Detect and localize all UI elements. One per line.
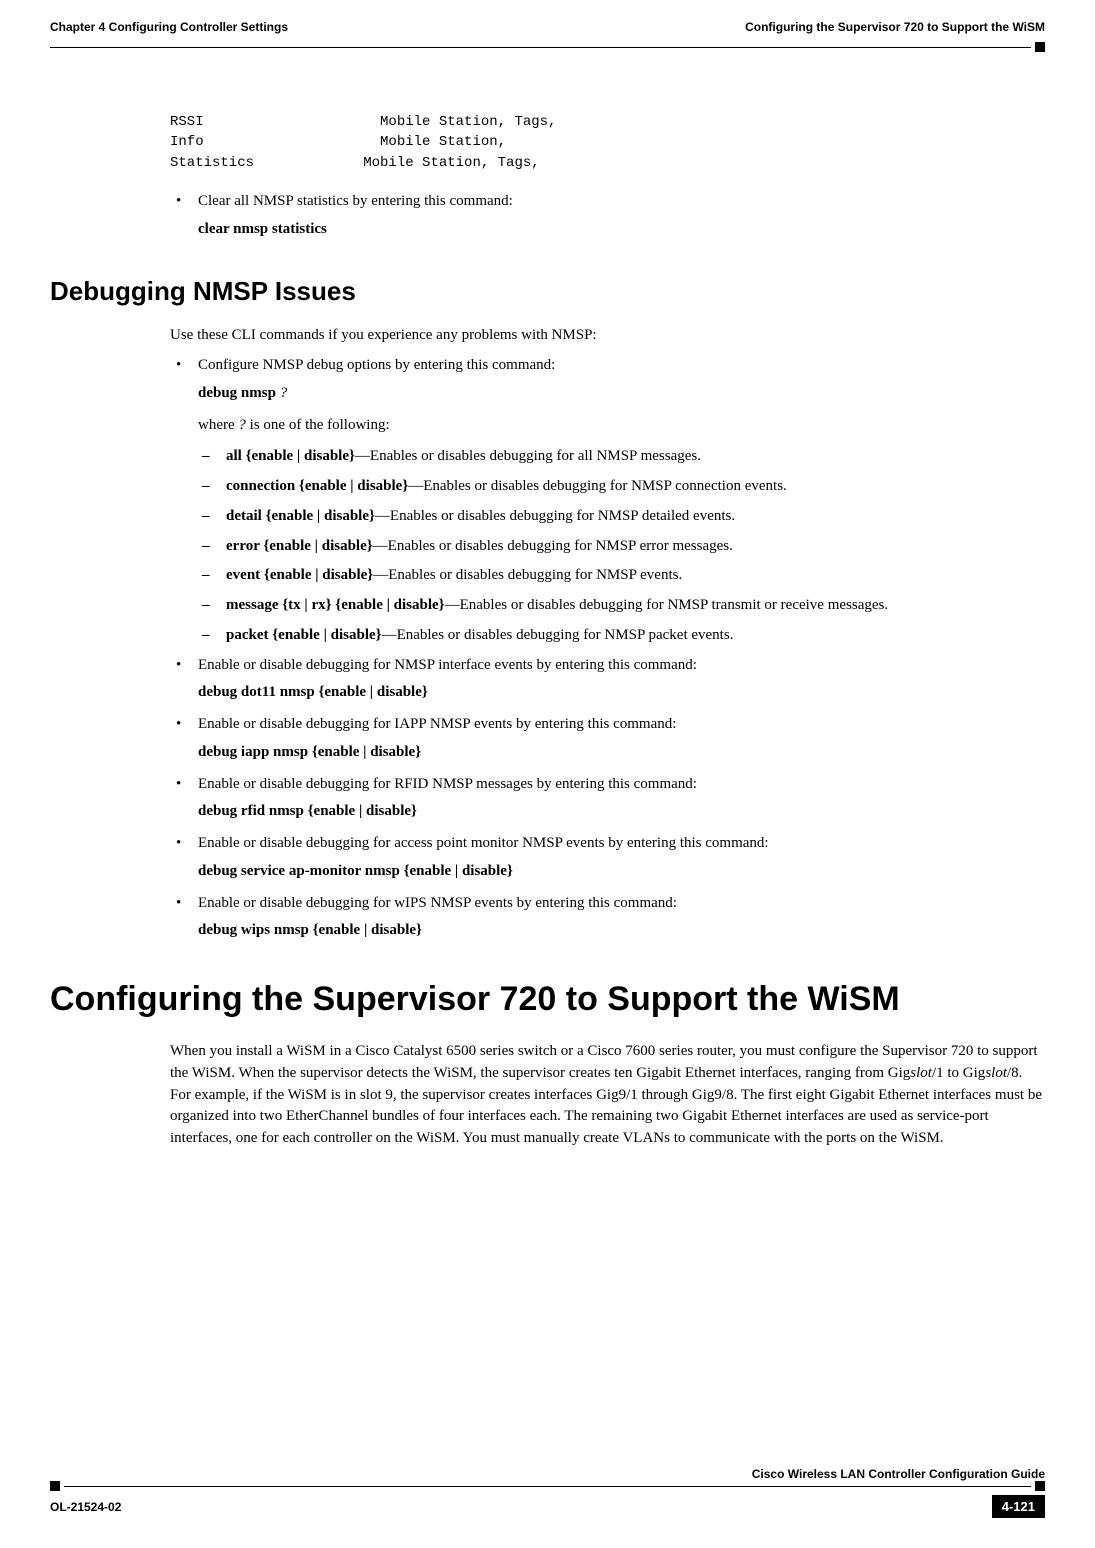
bullet-rfid: Enable or disable debugging for RFID NMS… [170, 774, 1045, 824]
bullet-text: Enable or disable debugging for access p… [198, 835, 769, 851]
opt-desc: —Enables or disables debugging for NMSP … [373, 567, 682, 583]
debug-section-content: Use these CLI commands if you experience… [170, 325, 1045, 942]
opt-desc: —Enables or disables debugging for NMSP … [382, 627, 734, 643]
opt-name: detail [226, 508, 262, 524]
sub-bullet-packet: packet {enable | disable}—Enables or dis… [170, 625, 1045, 647]
bullet-wips: Enable or disable debugging for wIPS NMS… [170, 893, 1045, 943]
footer-square-icon [50, 1481, 60, 1491]
opt-name: event [226, 567, 260, 583]
header-section: Configuring the Supervisor 720 to Suppor… [745, 20, 1045, 34]
footer-ol-number: OL-21524-02 [50, 1500, 121, 1514]
opt-opts: {enable | disable} [242, 448, 355, 464]
footer-line [64, 1486, 1031, 1487]
sub-bullet-detail: detail {enable | disable}—Enables or dis… [170, 506, 1045, 528]
page-content: RSSI Mobile Station, Tags, Info Mobile S… [170, 112, 1045, 240]
slot-italic: slot [985, 1065, 1007, 1081]
where-post: is one of the following: [246, 417, 390, 433]
command-opts: {enable | disable} [404, 863, 513, 879]
opt-desc: —Enables or disables debugging for all N… [355, 448, 701, 464]
footer-guide-title: Cisco Wireless LAN Controller Configurat… [752, 1467, 1045, 1481]
opt-desc: —Enables or disables debugging for NMSP … [445, 597, 889, 613]
opt-desc: —Enables or disables debugging for NMSP … [408, 478, 787, 494]
command-opts: {enable | disable} [318, 684, 427, 700]
header-square-icon [1035, 42, 1045, 52]
opt-opts: {enable | disable} [332, 597, 445, 613]
bullet-text: Enable or disable debugging for wIPS NMS… [198, 895, 677, 911]
header-rule [50, 42, 1045, 52]
opt-desc: —Enables or disables debugging for NMSP … [375, 508, 735, 524]
bullet-iapp: Enable or disable debugging for IAPP NMS… [170, 714, 1045, 764]
opt-name: connection [226, 478, 295, 494]
sub-bullet-error: error {enable | disable}—Enables or disa… [170, 536, 1045, 558]
bullet-clear-stats: Clear all NMSP statistics by entering th… [170, 191, 1045, 241]
supervisor-paragraph: When you install a WiSM in a Cisco Catal… [170, 1041, 1045, 1150]
page-header: Chapter 4 Configuring Controller Setting… [50, 20, 1045, 34]
sub-bullet-all: all {enable | disable}—Enables or disabl… [170, 446, 1045, 468]
bullet-text: Enable or disable debugging for RFID NMS… [198, 776, 697, 792]
opt-name: message [226, 597, 279, 613]
intro-text: Use these CLI commands if you experience… [170, 325, 1045, 347]
where-q: ? [238, 417, 246, 433]
opt-opts: {enable | disable} [262, 508, 375, 524]
bullet-ap-monitor: Enable or disable debugging for access p… [170, 833, 1045, 883]
sub-bullet-event: event {enable | disable}—Enables or disa… [170, 565, 1045, 587]
section-heading-supervisor: Configuring the Supervisor 720 to Suppor… [50, 980, 1045, 1019]
command-text: debug iapp nmsp [198, 744, 312, 760]
page-footer: Cisco Wireless LAN Controller Configurat… [50, 1467, 1045, 1518]
opt-opts: {enable | disable} [269, 627, 382, 643]
bullet-text: Clear all NMSP statistics by entering th… [198, 193, 513, 209]
command-text: debug service ap-monitor nmsp [198, 863, 404, 879]
bullet-text: Configure NMSP debug options by entering… [198, 357, 555, 373]
command-opts: {enable | disable} [312, 744, 421, 760]
sub-bullet-connection: connection {enable | disable}—Enables or… [170, 476, 1045, 498]
page-number: 4-121 [992, 1495, 1045, 1518]
opt-name: packet [226, 627, 269, 643]
command-opts: {enable | disable} [313, 922, 422, 938]
opt-name: error [226, 538, 260, 554]
opt-name: all [226, 448, 242, 464]
command-arg: ? [280, 385, 288, 401]
para-mid: /1 to Gig [932, 1065, 985, 1081]
opt-txrx: {tx | rx} [279, 597, 332, 613]
code-output: RSSI Mobile Station, Tags, Info Mobile S… [170, 112, 1045, 173]
command-text: debug rfid nmsp [198, 803, 308, 819]
supervisor-section-content: When you install a WiSM in a Cisco Catal… [170, 1041, 1045, 1150]
command-text: debug nmsp [198, 385, 280, 401]
where-pre: where [198, 417, 238, 433]
opt-opts: {enable | disable} [260, 567, 373, 583]
opt-opts: {enable | disable} [260, 538, 373, 554]
bullet-dot11: Enable or disable debugging for NMSP int… [170, 655, 1045, 705]
sub-bullet-message: message {tx | rx} {enable | disable}—Ena… [170, 595, 1045, 617]
slot-italic: slot [910, 1065, 932, 1081]
footer-rule [50, 1481, 1045, 1491]
footer-bottom-row: OL-21524-02 4-121 [50, 1495, 1045, 1518]
bullet-text: Enable or disable debugging for NMSP int… [198, 657, 697, 673]
para-pre: When you install a WiSM in a Cisco Catal… [170, 1043, 1038, 1081]
section-heading-debug: Debugging NMSP Issues [50, 276, 1045, 307]
command-text: clear nmsp statistics [198, 221, 327, 237]
header-line [50, 47, 1031, 48]
command-text: debug dot11 nmsp [198, 684, 318, 700]
bullet-configure-debug: Configure NMSP debug options by entering… [170, 355, 1045, 436]
opt-opts: {enable | disable} [295, 478, 408, 494]
opt-desc: —Enables or disables debugging for NMSP … [373, 538, 733, 554]
header-chapter: Chapter 4 Configuring Controller Setting… [50, 20, 288, 34]
bullet-text: Enable or disable debugging for IAPP NMS… [198, 716, 676, 732]
command-opts: {enable | disable} [308, 803, 417, 819]
command-text: debug wips nmsp [198, 922, 313, 938]
footer-guide-row: Cisco Wireless LAN Controller Configurat… [50, 1467, 1045, 1481]
footer-square-icon [1035, 1481, 1045, 1491]
